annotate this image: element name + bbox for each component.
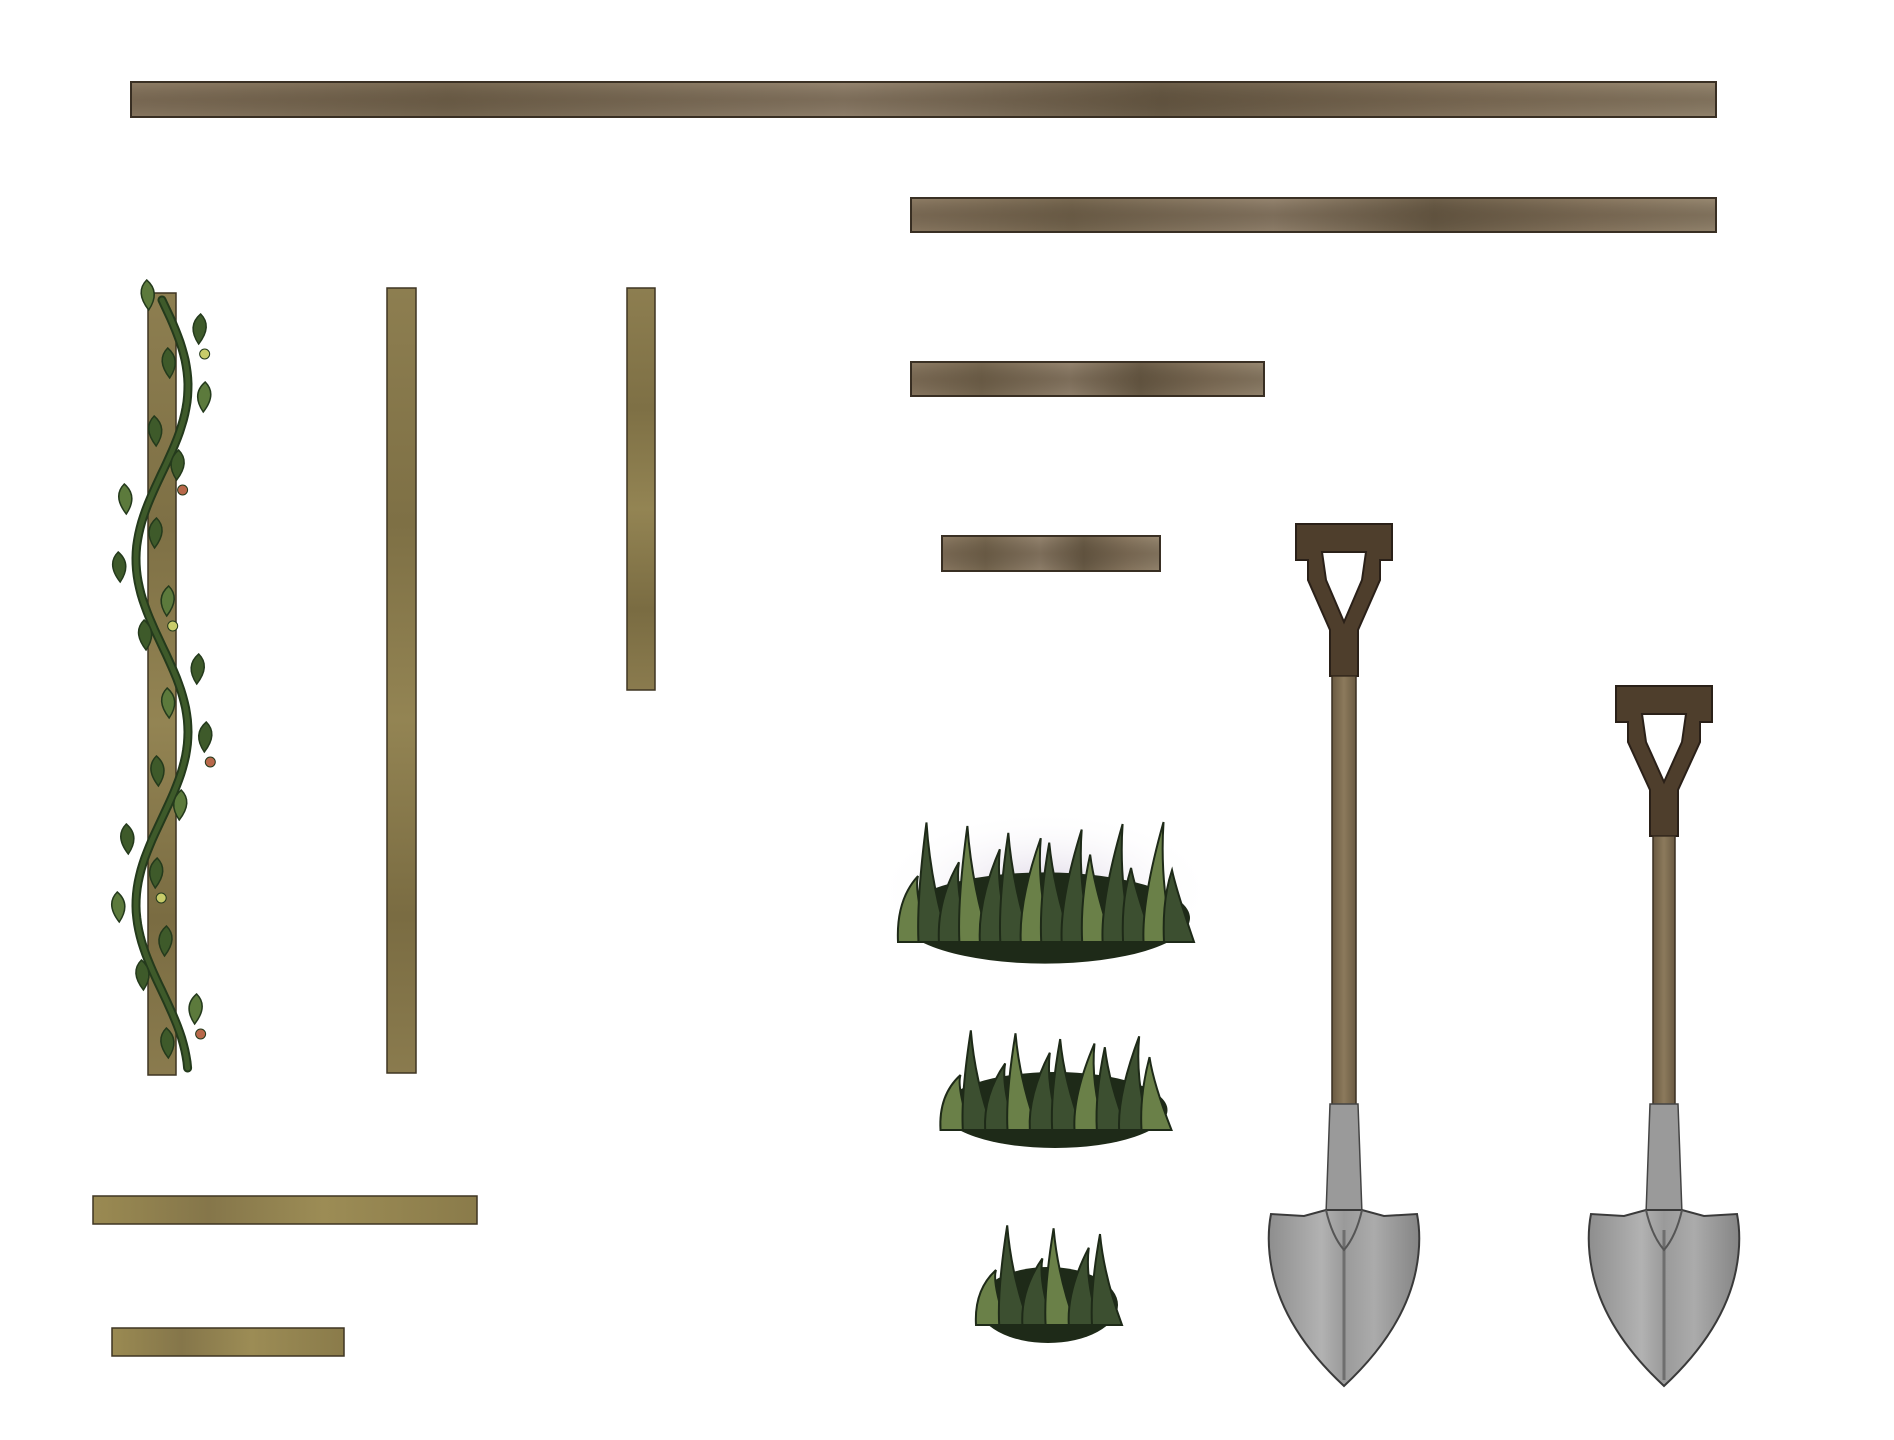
vine-leaf bbox=[170, 448, 185, 482]
large-bush bbox=[875, 810, 1215, 970]
vine-berry bbox=[155, 892, 167, 904]
vine-leaf bbox=[196, 380, 212, 414]
bush-leaf bbox=[961, 1030, 995, 1131]
medium-long-plank bbox=[910, 197, 1717, 233]
vine-leaf bbox=[198, 720, 213, 754]
bush-leaf bbox=[1140, 1056, 1173, 1131]
short-stick bbox=[111, 1327, 345, 1357]
vine-berry bbox=[195, 1028, 207, 1040]
vine-leaf bbox=[148, 856, 164, 890]
vine-leaf bbox=[161, 346, 176, 380]
vine-leaf bbox=[192, 312, 207, 346]
medium-plank bbox=[910, 361, 1265, 397]
vine-leaf bbox=[135, 958, 150, 992]
vine-leaf bbox=[111, 550, 127, 584]
vine-leaf bbox=[147, 414, 163, 448]
vine-leaf bbox=[150, 754, 165, 788]
vine-covered-post bbox=[111, 278, 216, 1076]
vine-leaf bbox=[118, 482, 133, 516]
vine-leaf bbox=[140, 278, 155, 312]
vine-leaf bbox=[148, 516, 163, 550]
vine-berry bbox=[167, 620, 179, 632]
small-shovel bbox=[1587, 685, 1741, 1388]
short-plank bbox=[941, 535, 1161, 572]
vine-leaf bbox=[188, 992, 203, 1026]
vine-leaf bbox=[160, 686, 176, 720]
vine-leaf bbox=[158, 924, 173, 958]
tall-post bbox=[386, 287, 417, 1074]
medium-bush bbox=[939, 1030, 1173, 1148]
vine-berry bbox=[199, 348, 211, 360]
short-post bbox=[626, 287, 656, 691]
vine-leaf bbox=[160, 1026, 175, 1060]
vine-leaf bbox=[137, 618, 153, 652]
bush-leaf bbox=[1090, 1233, 1124, 1326]
vine bbox=[111, 278, 216, 1073]
bush-leaf bbox=[997, 1225, 1031, 1326]
vine-berry bbox=[204, 756, 216, 768]
vine-leaf bbox=[172, 788, 188, 822]
bush-leaf bbox=[1162, 866, 1196, 943]
vine-leaf bbox=[190, 652, 205, 686]
vine-leaf bbox=[120, 822, 135, 856]
small-bush bbox=[974, 1225, 1124, 1343]
vine-leaf bbox=[160, 584, 175, 618]
vine-berry bbox=[177, 484, 189, 496]
vine-leaf bbox=[111, 890, 126, 924]
bush-leaf bbox=[1044, 1228, 1078, 1326]
long-stick bbox=[92, 1195, 478, 1225]
large-shovel bbox=[1267, 523, 1421, 1388]
long-plank bbox=[130, 81, 1717, 118]
